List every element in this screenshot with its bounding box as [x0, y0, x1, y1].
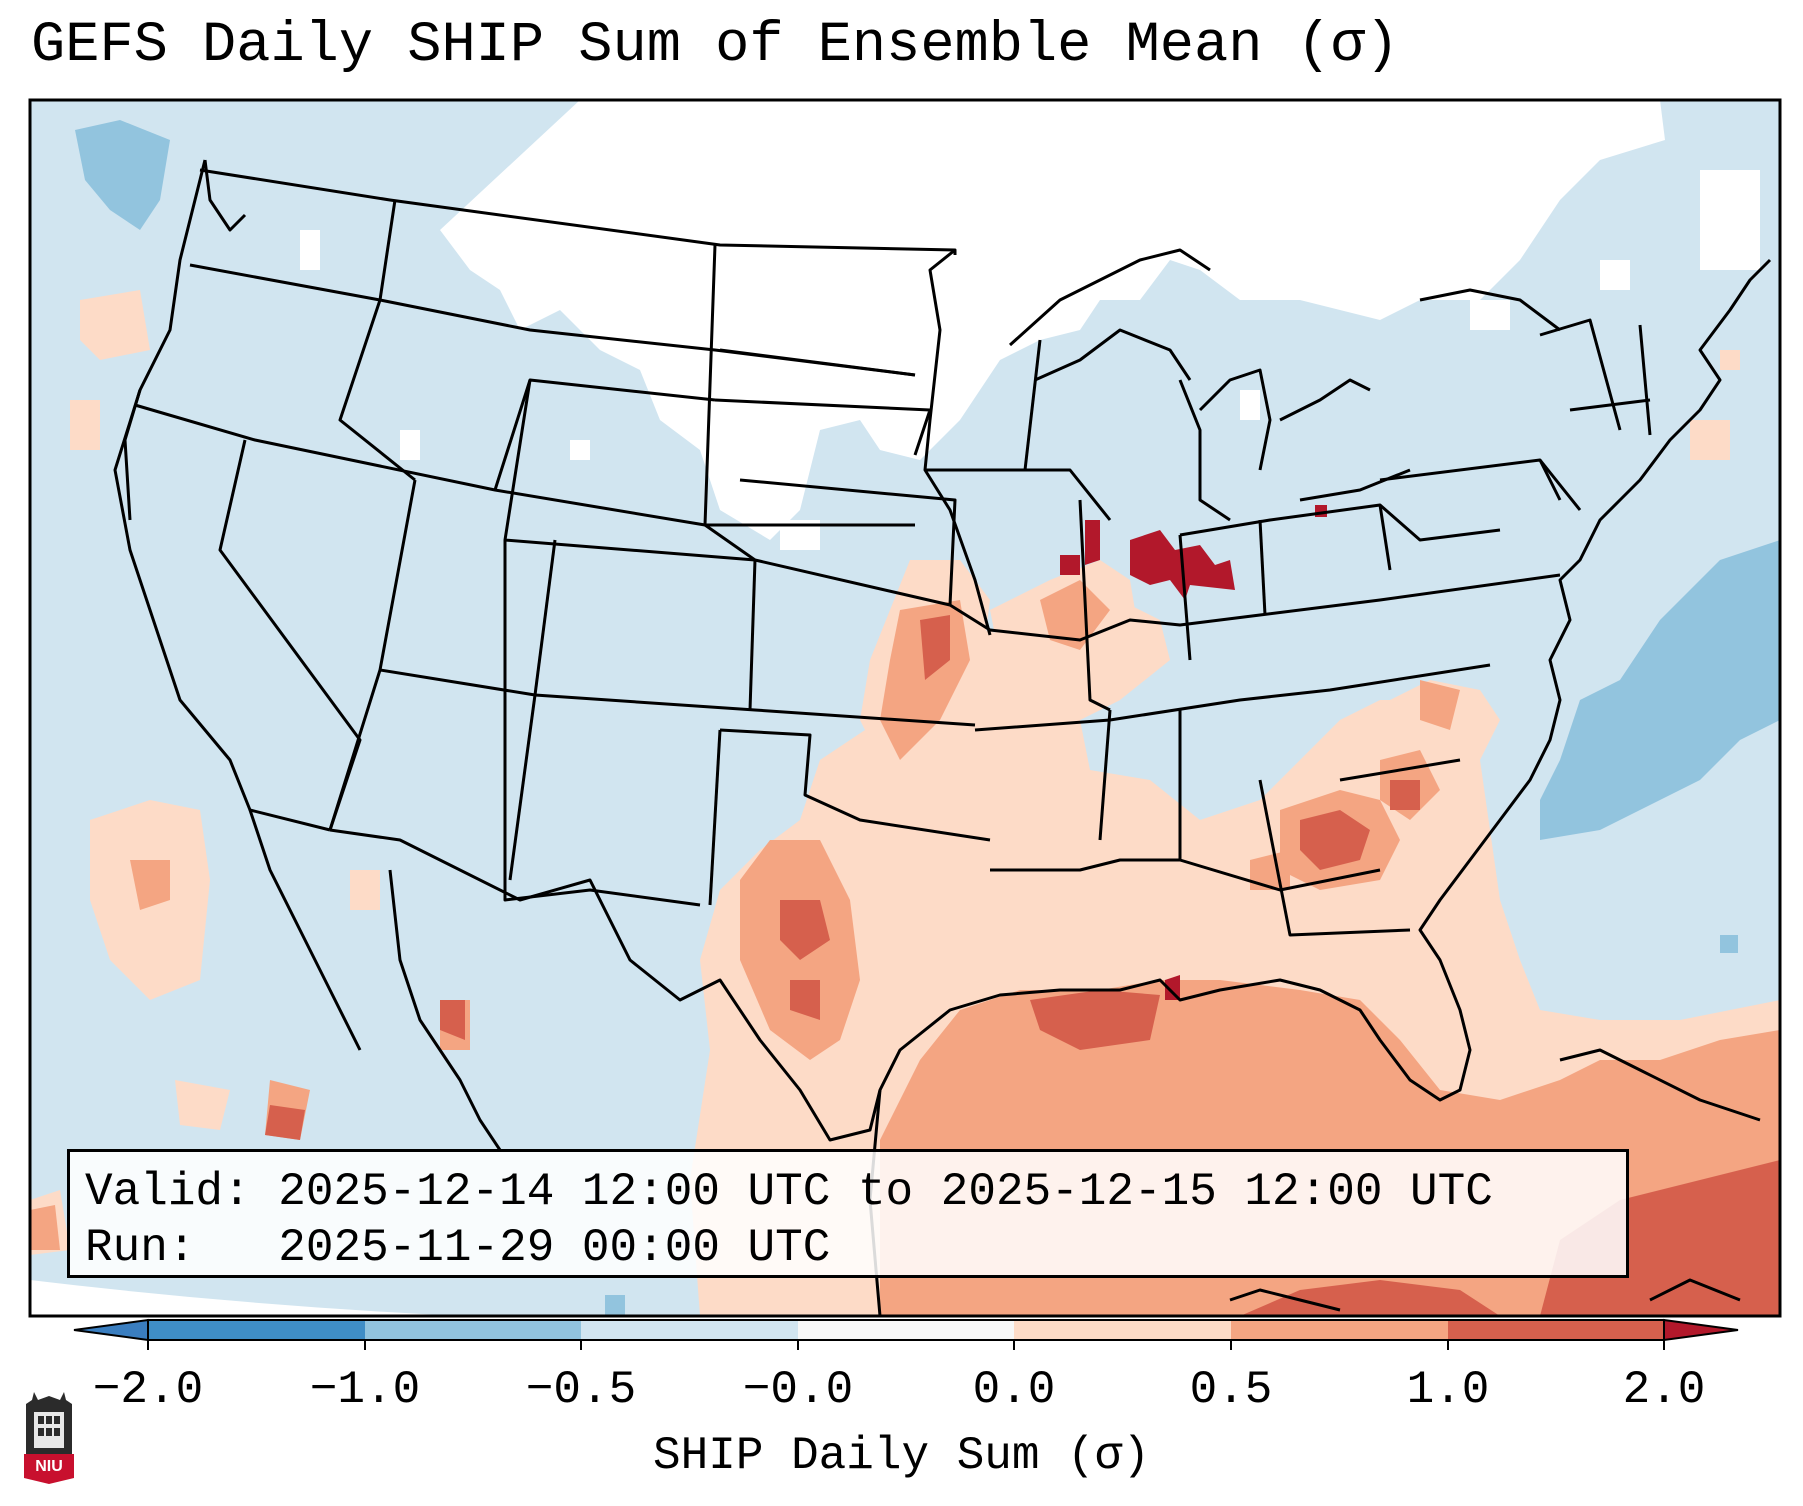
colorbar-tick-label: 2.0: [1622, 1364, 1706, 1416]
coastlines: [123, 159, 1772, 1316]
colorbar-segment-zero: [798, 1320, 1014, 1340]
niu-logo-text: NIU: [35, 1458, 63, 1475]
colorbar-segment-pos0: [1014, 1320, 1231, 1340]
colorbar-segment-neg2: [148, 1320, 365, 1340]
colorbar-tick-label: −1.0: [309, 1364, 421, 1416]
valid-run-info-box: Valid: 2025-12-14 12:00 UTC to 2025-12-1…: [67, 1149, 1629, 1278]
colorbar: [73, 1318, 1739, 1350]
colorbar-extend-low: [73, 1318, 149, 1342]
colorbar-label: SHIP Daily Sum (σ): [653, 1430, 1150, 1482]
colorbar-extend-high: [1663, 1318, 1739, 1342]
niu-logo: NIU: [22, 1392, 76, 1484]
colorbar-tick-label: −0.0: [742, 1364, 854, 1416]
map-frame: [28, 98, 1782, 1318]
near-zero-regions: [300, 100, 1760, 550]
colorbar-segment-neg05: [581, 1320, 798, 1340]
run-label: Run:: [85, 1222, 196, 1274]
map-area: [30, 100, 1780, 1316]
colorbar-segment-pos1: [1448, 1320, 1664, 1340]
colorbar-tick-label: −2.0: [92, 1364, 204, 1416]
colorbar-tick-label: 1.0: [1406, 1364, 1490, 1416]
run-value: 2025-11-29 00:00 UTC: [278, 1222, 831, 1274]
colorbar-ticks: [147, 1340, 1665, 1350]
colorbar-tick-label: 0.0: [972, 1364, 1056, 1416]
colorbar-tick-label: −0.5: [525, 1364, 637, 1416]
valid-label: Valid:: [85, 1166, 251, 1218]
valid-value: 2025-12-14 12:00 UTC to 2025-12-15 12:00…: [278, 1166, 1493, 1218]
state-borders: [113, 159, 1652, 937]
colorbar-segment-neg1: [365, 1320, 581, 1340]
colorbar-segment-pos05: [1231, 1320, 1448, 1340]
colorbar-tick-label: 0.5: [1189, 1364, 1273, 1416]
negative-anomaly-regions: [75, 120, 1780, 1316]
projection-edge: [30, 1280, 462, 1316]
niu-tower-icon: [24, 1392, 74, 1484]
map-title: GEFS Daily SHIP Sum of Ensemble Mean (σ): [31, 14, 1400, 78]
